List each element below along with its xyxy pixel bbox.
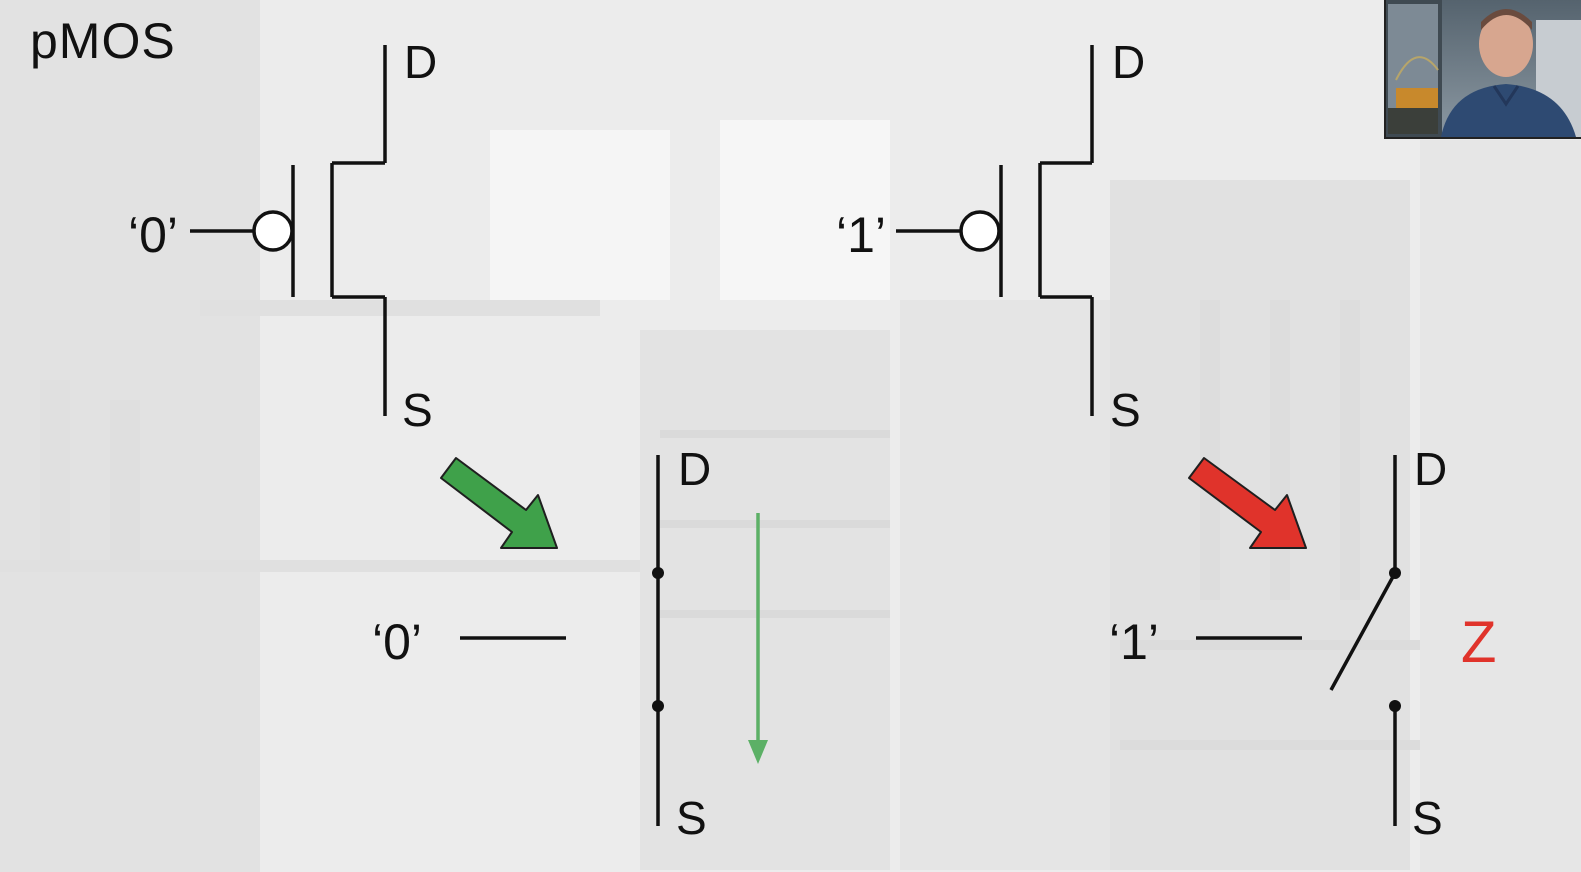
right-gate-input: ‘1’ [836,207,886,263]
open-switch-bottom-contact [1389,700,1401,712]
high-impedance-label: Z [1461,610,1496,675]
right-source-label: S [1110,384,1141,436]
closed-switch-bottom-contact [652,700,664,712]
left-source-label: S [402,384,433,436]
closed-switch-drain-label: D [678,443,711,495]
presenter-webcam [1384,0,1581,139]
closed-switch-gate-input: ‘0’ [372,614,422,670]
left-pmos-symbol [190,45,387,416]
right-gate-bubble [959,210,1001,252]
closed-switch [460,455,660,826]
left-gate-bubble [252,210,294,252]
slide-title: pMOS [30,13,176,69]
open-switch-drain-label: D [1414,443,1447,495]
green-arrow-icon [440,457,558,549]
red-arrow-icon [1188,457,1307,549]
open-switch-blade [1329,572,1397,691]
open-switch-source-label: S [1412,792,1443,844]
right-pmos-symbol [896,45,1094,416]
open-switch-gate-input: ‘1’ [1109,614,1159,670]
current-flow-arrow-icon [748,513,768,764]
open-switch-top-contact [1389,567,1401,579]
closed-switch-source-label: S [676,792,707,844]
closed-switch-top-contact [652,567,664,579]
left-gate-input: ‘0’ [128,207,178,263]
open-switch [1196,455,1397,826]
right-drain-label: D [1112,36,1145,88]
left-drain-label: D [404,36,437,88]
presenter-video-icon [1386,0,1581,137]
